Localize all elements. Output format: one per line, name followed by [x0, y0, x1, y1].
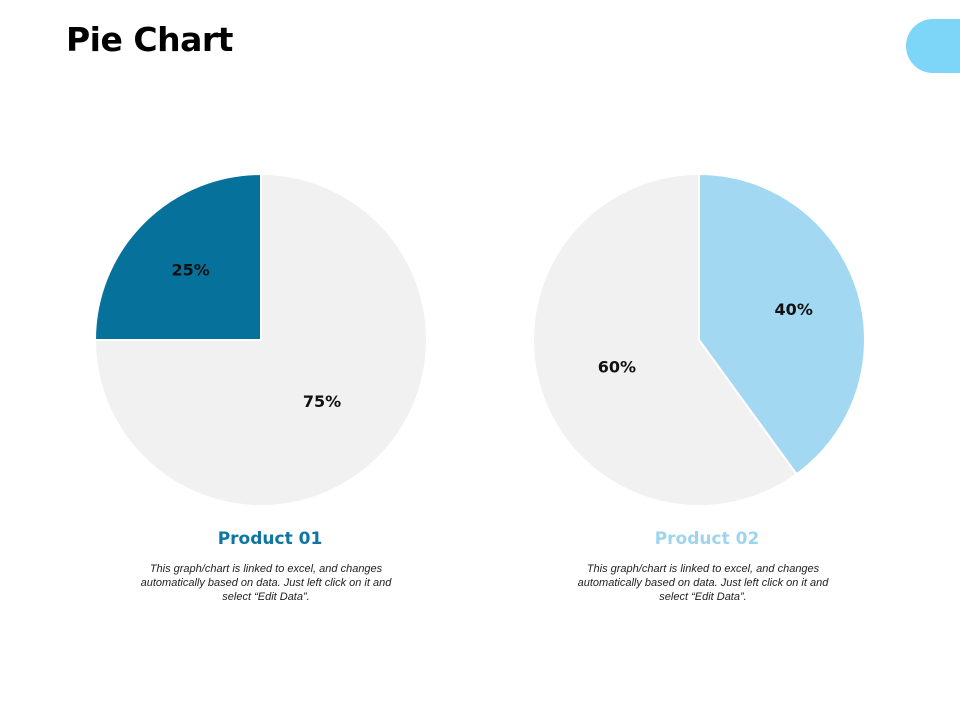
chart-2-slice-1-label: 40% [775, 300, 813, 319]
chart-1-slice-2[interactable] [93, 172, 428, 507]
chart-2-slice-1[interactable] [698, 172, 866, 476]
product-01-title: Product 01 [217, 529, 323, 549]
chart-2-slice-2[interactable] [532, 172, 798, 507]
corner-accent-tab [906, 19, 960, 73]
chart-1-slice-1-label: 25% [171, 261, 209, 280]
chart-1-slice-1[interactable] [93, 172, 262, 341]
product-02-title: Product 02 [654, 529, 760, 549]
product-02-description: This graph/chart is linked to excel, and… [577, 563, 829, 603]
chart-1-slice-2-label: 75% [303, 392, 341, 411]
chart-2-slice-2-label: 60% [598, 358, 636, 377]
page-title: Pie Chart [66, 20, 233, 59]
product-01-description: This graph/chart is linked to excel, and… [140, 563, 392, 603]
